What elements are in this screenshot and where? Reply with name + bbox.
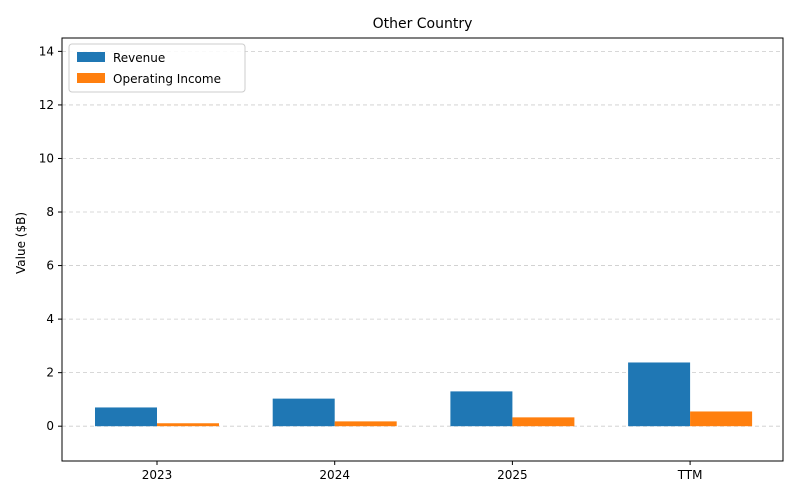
plot-frame (61, 37, 784, 462)
x-tick-label: 2024 (319, 468, 350, 482)
bar-revenue (450, 391, 513, 427)
y-tick-label: 8 (46, 205, 54, 219)
legend-box (68, 43, 246, 93)
legend-swatch (77, 52, 105, 62)
y-tick-label: 10 (39, 151, 54, 165)
legend-label: Operating Income (113, 72, 221, 86)
bars (95, 362, 753, 427)
bar-revenue (628, 362, 691, 427)
y-tick-label: 14 (39, 44, 54, 58)
bar-revenue (272, 398, 335, 427)
legend-swatch (77, 73, 105, 83)
legend-label: Revenue (113, 51, 165, 65)
y-axis-title: Value ($B) (14, 212, 28, 274)
x-tick-label: TTM (677, 468, 703, 482)
x-tick-label: 2023 (142, 468, 173, 482)
grid-lines (62, 50, 783, 427)
bar-revenue (95, 407, 157, 427)
y-axis: 0 2 4 6 8 10 12 14 (39, 44, 62, 433)
y-tick-label: 4 (46, 312, 54, 326)
x-axis: 2023 2024 2025 TTM (142, 461, 703, 482)
x-tick-label: 2025 (497, 468, 528, 482)
bar-operating-income (334, 421, 397, 427)
bar-operating-income (690, 411, 753, 427)
y-tick-label: 2 (46, 366, 54, 380)
y-tick-label: 12 (39, 98, 54, 112)
y-tick-label: 0 (46, 419, 54, 433)
bar-operating-income (157, 423, 219, 427)
legend: Revenue Operating Income (68, 43, 246, 93)
bar-operating-income (512, 417, 575, 427)
y-tick-label: 6 (46, 259, 54, 273)
chart-title: Other Country (373, 16, 473, 32)
